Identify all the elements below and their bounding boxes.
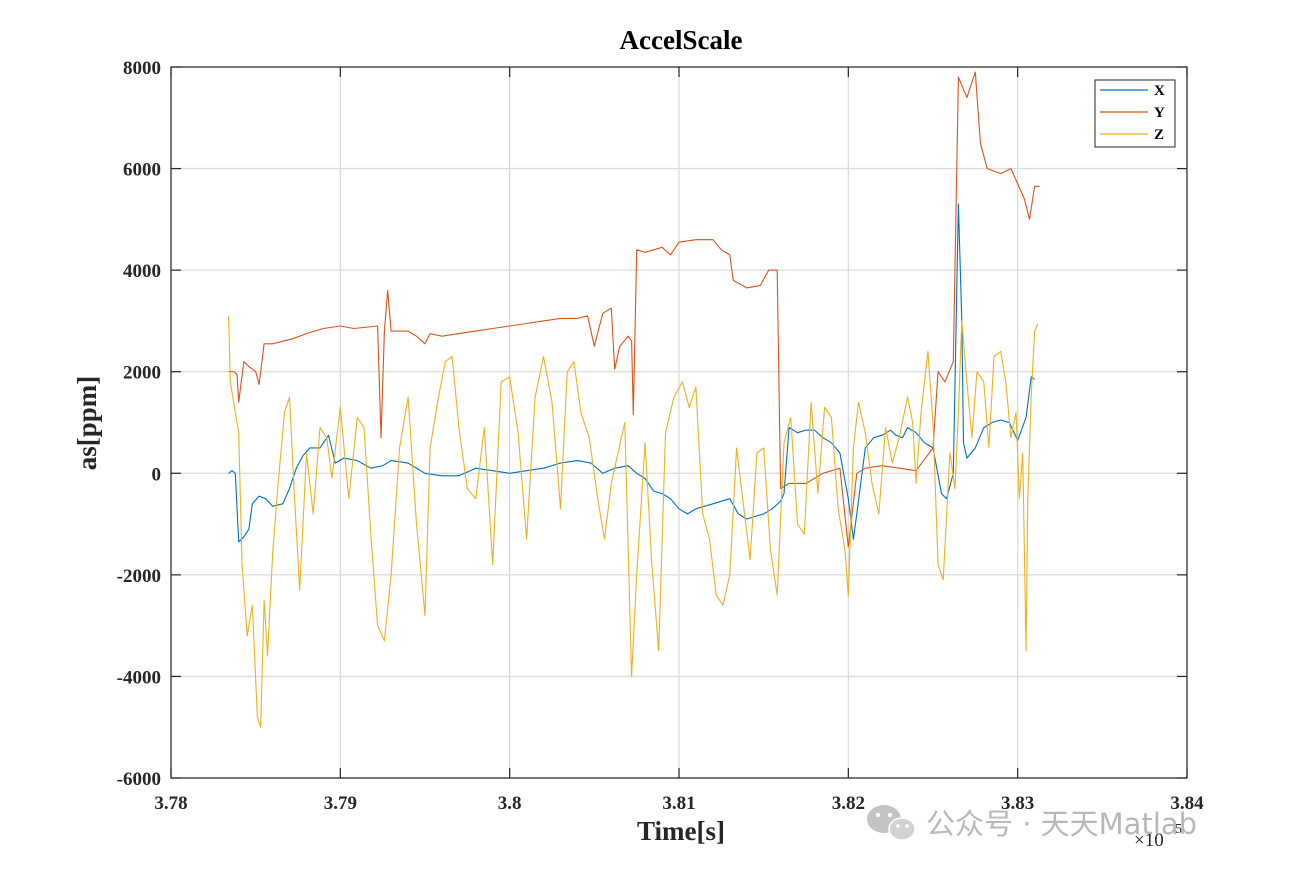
x-tick-label: 3.81 xyxy=(662,793,695,814)
x-tick-label: 3.8 xyxy=(498,793,522,814)
legend: XYZ xyxy=(1094,79,1176,148)
y-tick-label: 8000 xyxy=(123,58,161,79)
y-tick-label: 6000 xyxy=(123,160,161,181)
x-exponent-base: ×10 xyxy=(1134,830,1164,851)
legend-label-x: X xyxy=(1154,83,1165,99)
tick-marks xyxy=(170,66,1188,779)
y-tick-label: 2000 xyxy=(123,363,161,384)
y-tick-label: -2000 xyxy=(117,566,161,587)
series-line-z xyxy=(228,315,1039,728)
series-lines xyxy=(228,71,1040,728)
x-tick-label: 3.78 xyxy=(154,793,187,814)
y-axis-label: as[ppm] xyxy=(72,376,102,471)
x-tick-label: 3.79 xyxy=(324,793,357,814)
tick-labels: 3.78 3.79 3.8 3.81 3.82 3.83 3.84 -6000 -4000 -20… xyxy=(117,58,1204,814)
x-axis-label: Time[s] xyxy=(637,816,725,846)
series-line-y xyxy=(228,71,1040,548)
wechat-icon xyxy=(867,805,916,841)
y-tick-label: -4000 xyxy=(117,667,161,688)
y-tick-label: -6000 xyxy=(117,769,161,790)
chart-title: AccelScale xyxy=(620,25,743,55)
legend-box xyxy=(1094,79,1176,148)
watermark: 公众号 · 天天Matlab xyxy=(867,805,1197,841)
legend-label-y: Y xyxy=(1154,105,1165,121)
watermark-text: 公众号 · 天天Matlab xyxy=(926,807,1197,841)
x-tick-label: 3.82 xyxy=(832,793,865,814)
legend-label-z: Z xyxy=(1154,127,1164,143)
x-exponent-power: 5 xyxy=(1175,822,1182,837)
y-tick-label: 4000 xyxy=(123,261,161,282)
y-tick-label: 0 xyxy=(152,464,162,485)
x-tick-label: 3.84 xyxy=(1170,793,1204,814)
x-tick-label: 3.83 xyxy=(1001,793,1034,814)
x-exponent: ×10 5 xyxy=(1134,822,1182,851)
